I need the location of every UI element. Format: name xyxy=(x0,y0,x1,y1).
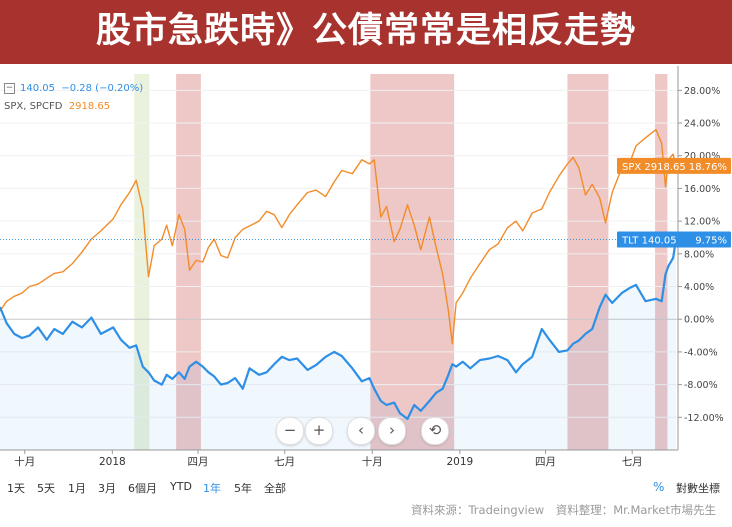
highlight-band-red xyxy=(567,74,609,450)
y-tick-label: -12.00% xyxy=(684,413,724,424)
x-tick-label: 十月 xyxy=(362,455,383,468)
legend-row-tlt: −140.05 −0.28 (−0.20%) xyxy=(4,80,143,98)
y-tick-label: 24.00% xyxy=(684,119,720,130)
range-1d-button[interactable]: 1天 xyxy=(7,482,25,495)
legend-tlt-change: −0.28 (−0.20%) xyxy=(61,83,144,94)
comparison-chart: 28.00% 24.00% 20.00% 16.00% 12.00% 8.00% 4.00%… xyxy=(0,66,731,468)
x-tick-label: 2019 xyxy=(447,456,474,468)
y-tick-label: 4.00% xyxy=(684,282,714,293)
last-value-badge xyxy=(617,157,731,174)
zoom-in-button[interactable]: + xyxy=(305,417,333,445)
range-1y-button[interactable]: 1年 xyxy=(203,482,221,495)
range-all-button[interactable]: 全部 xyxy=(264,482,286,495)
source-caption: 資料來源：Tradeingview 資料整理：Mr.Market市場先生 xyxy=(410,503,716,517)
page-title: 股市急跌時》公債常常是相反走勢 xyxy=(95,11,636,51)
last-value-name: TLT 140.05 xyxy=(621,236,677,247)
collapse-legend-icon[interactable]: − xyxy=(4,82,15,94)
last-value-pct: 18.76% xyxy=(689,162,727,173)
legend-spx-value: 2918.65 xyxy=(68,101,111,112)
y-tick-label: 8.00% xyxy=(684,249,714,260)
range-toolbar: 1天 5天 1月 3月 6個月 YTD 1年 5年 全部 % 對數坐標 xyxy=(0,478,732,498)
x-tick-label: 四月 xyxy=(535,456,556,468)
highlight-band-green xyxy=(134,74,150,450)
last-value-badge xyxy=(617,231,731,248)
legend-spx-name: SPX, SPCFD xyxy=(4,101,63,112)
y-tick-label: 20.00% xyxy=(684,151,720,162)
last-value-name: SPX 2918.65 xyxy=(622,162,686,173)
range-5y-button[interactable]: 5年 xyxy=(234,482,252,495)
y-tick-label: 28.00% xyxy=(684,86,720,97)
log-scale-toggle[interactable]: 對數坐標 xyxy=(676,482,720,495)
banner-divider xyxy=(0,64,732,67)
range-1m-button[interactable]: 1月 xyxy=(68,482,86,495)
scroll-right-button[interactable]: › xyxy=(378,417,406,445)
legend-row-spx: SPX, SPCFD 2918.65 xyxy=(4,98,143,116)
y-tick-label: 0.00% xyxy=(684,315,714,326)
x-tick-label: 四月 xyxy=(188,456,209,468)
y-tick-label: -8.00% xyxy=(684,380,718,391)
last-value-pct: 9.75% xyxy=(695,236,727,247)
range-6m-button[interactable]: 6個月 xyxy=(128,482,157,495)
range-5d-button[interactable]: 5天 xyxy=(37,482,55,495)
chart-legend: −140.05 −0.28 (−0.20%) SPX, SPCFD 2918.6… xyxy=(4,80,143,116)
title-banner xyxy=(0,0,732,64)
zoom-out-button[interactable]: − xyxy=(276,417,304,445)
x-tick-label: 七月 xyxy=(622,456,643,468)
x-tick-label: 七月 xyxy=(274,456,295,468)
y-tick-label: 16.00% xyxy=(684,184,720,195)
scroll-left-button[interactable]: ‹ xyxy=(347,417,375,445)
spx-series-line xyxy=(0,128,677,345)
y-tick-label: 12.00% xyxy=(684,217,720,228)
range-ytd-button[interactable]: YTD xyxy=(170,480,192,493)
percent-scale-toggle[interactable]: % xyxy=(653,480,665,494)
x-tick-label: 十月 xyxy=(14,455,35,468)
reset-chart-button[interactable]: ⟲ xyxy=(421,417,449,445)
legend-tlt-value: 140.05 xyxy=(20,83,55,94)
tlt-area xyxy=(0,239,676,450)
tlt-series-line xyxy=(0,239,678,420)
x-tick-label: 2018 xyxy=(99,456,126,468)
y-tick-label: -4.00% xyxy=(684,347,718,358)
range-3m-button[interactable]: 3月 xyxy=(98,482,116,495)
